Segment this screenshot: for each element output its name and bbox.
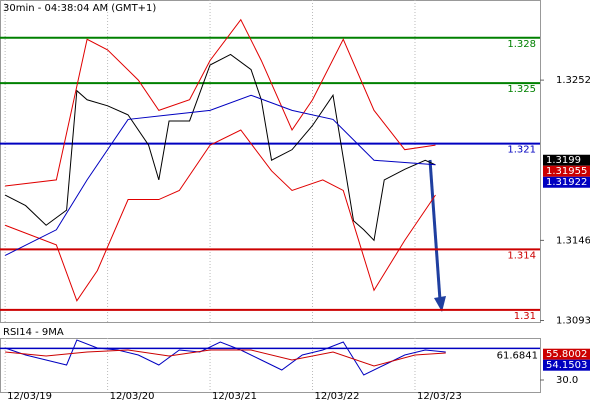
level-label: 61.6841 [497,350,538,361]
price-tag [543,165,590,177]
level-label: 1.321 [507,145,536,156]
forecast-arrowhead [434,296,446,312]
rsi-title: RSI14 - 9MA [3,327,64,338]
y-tick-label: 1.3146 [556,235,590,246]
y-tick-label: 1.3252 [556,75,590,86]
price-tag-label: 1.31922 [546,177,587,188]
rsi-frame [0,338,541,393]
price-tag [543,348,590,360]
y-tick-label: 1.3093 [556,315,590,326]
x-tick-label: 12/03/20 [110,391,155,400]
x-tick-label: 12/03/23 [417,391,462,400]
level-label: 1.328 [507,39,536,50]
forecast-arrow [428,159,442,301]
chart-header: 30min - 04:38:04 AM (GMT+1) [3,3,156,14]
level-label: 1.31 [514,311,536,322]
main-frame [0,0,541,323]
x-tick-label: 12/03/19 [7,391,52,400]
level-label: 1.314 [507,250,536,261]
price-tag [543,359,590,371]
series-line [4,53,436,242]
series-line [5,349,446,367]
price-tag-label: 1.31955 [546,166,587,177]
series-line [5,18,436,187]
x-tick-label: 12/03/21 [212,391,257,400]
price-tag-label: 1.3199 [546,155,581,166]
series-line [4,339,446,376]
series-line [4,94,436,256]
y-tick-label: 30.0 [556,375,578,386]
series-line [4,129,436,302]
price-tag-label: 54.1503 [546,360,587,371]
price-tag [543,154,590,166]
price-tag-label: 55.8002 [546,349,587,360]
price-tag [543,176,590,188]
level-label: 1.325 [507,84,536,95]
x-tick-label: 12/03/22 [315,391,360,400]
